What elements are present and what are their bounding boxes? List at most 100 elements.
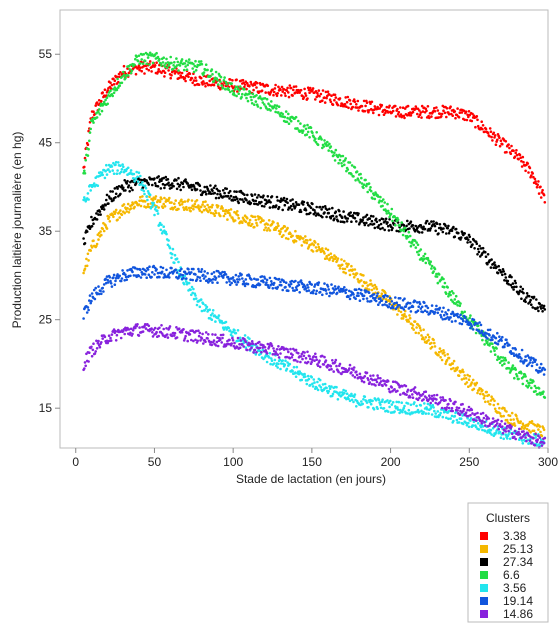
data-point	[214, 70, 218, 74]
data-point	[454, 319, 457, 323]
data-point	[258, 283, 262, 286]
data-point	[92, 121, 95, 124]
data-point	[353, 166, 357, 169]
data-point	[153, 326, 157, 330]
data-point	[403, 312, 406, 316]
data-point	[143, 59, 147, 63]
data-point	[372, 374, 375, 377]
data-point	[275, 364, 278, 368]
data-point	[280, 94, 283, 97]
data-point	[178, 64, 182, 67]
data-point	[522, 160, 525, 164]
data-point	[427, 412, 430, 415]
data-point	[494, 336, 498, 340]
data-point	[447, 417, 450, 421]
data-point	[396, 218, 400, 221]
data-point	[347, 106, 350, 110]
data-point	[83, 169, 86, 173]
legend-label: 3.56	[503, 581, 527, 595]
data-point	[352, 272, 355, 276]
data-point	[440, 315, 443, 319]
data-point	[175, 187, 179, 191]
data-point	[469, 240, 472, 244]
data-point	[249, 342, 253, 346]
data-point	[380, 400, 384, 404]
data-point	[411, 110, 415, 114]
data-point	[88, 299, 91, 302]
data-point	[315, 289, 319, 293]
data-point	[326, 208, 329, 212]
data-point	[498, 136, 501, 139]
data-point	[216, 204, 220, 208]
data-point	[369, 102, 372, 105]
data-point	[173, 331, 177, 335]
x-tick-label: 0	[72, 455, 79, 469]
data-point	[201, 203, 204, 206]
series-25-13	[82, 195, 547, 440]
data-point	[351, 374, 355, 377]
data-point	[543, 201, 547, 204]
data-point	[234, 195, 238, 199]
data-point	[465, 236, 469, 239]
data-point	[430, 413, 434, 416]
data-point	[192, 205, 196, 208]
data-point	[117, 161, 120, 164]
data-point	[140, 178, 143, 182]
data-point	[277, 356, 281, 359]
data-point	[286, 226, 289, 230]
data-point	[92, 239, 95, 242]
data-point	[202, 80, 205, 83]
data-point	[138, 326, 141, 329]
data-point	[420, 305, 424, 309]
data-point	[298, 91, 302, 94]
data-point	[314, 246, 318, 249]
data-point	[446, 353, 450, 356]
data-point	[126, 67, 129, 70]
data-point	[512, 288, 515, 291]
data-point	[406, 301, 410, 305]
data-point	[154, 195, 158, 198]
data-point	[467, 405, 471, 409]
data-point	[95, 212, 98, 215]
data-point	[372, 287, 376, 290]
data-point	[525, 427, 529, 431]
data-point	[280, 283, 283, 287]
data-point	[450, 312, 453, 316]
data-point	[206, 271, 209, 275]
data-point	[186, 63, 189, 67]
data-point	[120, 184, 124, 187]
data-point	[100, 292, 103, 296]
data-point	[459, 417, 463, 421]
data-point	[493, 349, 496, 353]
data-point	[350, 220, 353, 223]
data-point	[294, 229, 297, 233]
data-point	[407, 408, 411, 412]
data-point	[437, 350, 441, 354]
data-point	[88, 131, 92, 134]
data-point	[417, 391, 421, 395]
data-point	[335, 364, 338, 368]
data-point	[447, 224, 450, 228]
data-point	[308, 355, 311, 358]
legend-label: 14.86	[503, 607, 533, 621]
data-point	[465, 319, 469, 322]
data-point	[270, 280, 273, 283]
data-point	[445, 107, 449, 110]
data-point	[370, 219, 374, 223]
data-point	[131, 332, 134, 336]
data-point	[159, 265, 163, 269]
data-point	[90, 354, 94, 358]
data-point	[312, 355, 316, 358]
data-point	[476, 118, 479, 122]
data-point	[266, 342, 270, 346]
data-point	[509, 350, 513, 353]
data-point	[213, 214, 216, 217]
data-point	[438, 413, 442, 417]
data-point	[350, 371, 353, 374]
data-point	[402, 223, 406, 227]
data-point	[316, 380, 319, 384]
data-point	[338, 267, 342, 270]
data-point	[395, 229, 399, 233]
data-point	[327, 389, 331, 393]
data-point	[388, 215, 391, 219]
